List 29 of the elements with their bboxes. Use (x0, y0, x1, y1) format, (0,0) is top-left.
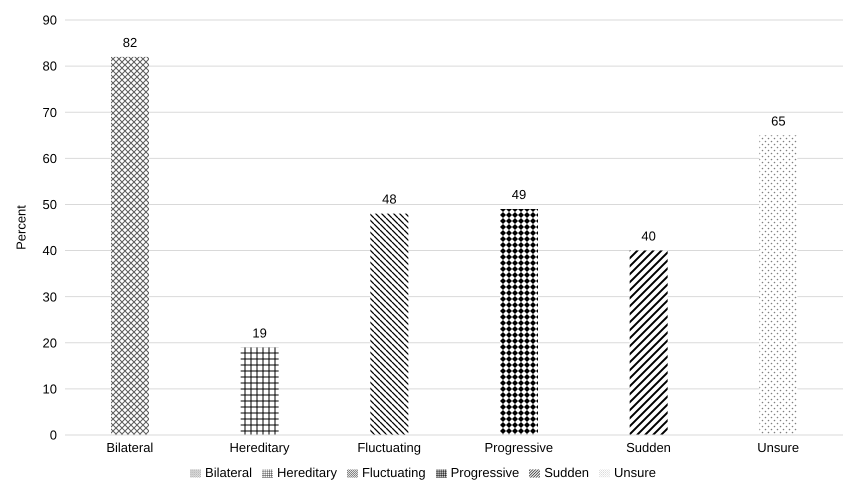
legend-label: Bilateral (205, 465, 252, 480)
data-label: 65 (771, 113, 786, 128)
data-label: 48 (382, 192, 397, 207)
y-tick-label: 70 (42, 104, 57, 120)
legend-label: Fluctuating (362, 465, 426, 480)
x-tick-label: Unsure (757, 440, 800, 456)
y-tick-label: 0 (50, 428, 57, 443)
y-tick-label: 30 (42, 289, 57, 304)
y-tick-label: 80 (42, 58, 57, 74)
y-axis-title: Percent (14, 204, 29, 250)
data-label: 40 (641, 228, 656, 244)
legend-label: Hereditary (277, 465, 337, 480)
x-tick-label: Sudden (626, 440, 671, 456)
x-tick-label: Hereditary (230, 440, 290, 456)
legend-label: Unsure (614, 465, 656, 480)
data-label: 82 (122, 34, 138, 50)
y-tick-label: 40 (42, 243, 57, 258)
y-tick-label: 50 (42, 197, 57, 212)
x-tick-label: Fluctuating (357, 440, 421, 456)
x-tick-label: Progressive (484, 440, 554, 456)
x-tick-label: Bilateral (106, 440, 154, 456)
data-label: 19 (252, 325, 267, 340)
y-tick-label: 20 (42, 335, 57, 350)
y-tick-label: 60 (42, 150, 57, 166)
y-tick-label: 90 (42, 12, 57, 28)
legend-label: Progressive (450, 465, 520, 480)
data-label: 49 (512, 187, 526, 202)
legend-label: Sudden (544, 465, 590, 480)
y-tick-label: 10 (42, 382, 57, 397)
